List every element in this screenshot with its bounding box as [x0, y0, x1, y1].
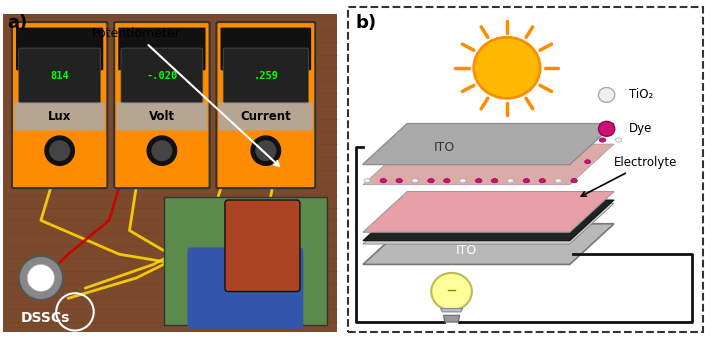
- Ellipse shape: [442, 160, 447, 164]
- Ellipse shape: [553, 160, 559, 164]
- FancyBboxPatch shape: [348, 7, 703, 332]
- Circle shape: [431, 273, 472, 310]
- Circle shape: [474, 37, 540, 98]
- FancyBboxPatch shape: [163, 197, 327, 325]
- Ellipse shape: [380, 179, 386, 183]
- Ellipse shape: [520, 138, 526, 142]
- Circle shape: [152, 141, 172, 160]
- Polygon shape: [363, 192, 614, 232]
- FancyBboxPatch shape: [18, 48, 101, 103]
- Text: TiO₂: TiO₂: [629, 88, 653, 101]
- Ellipse shape: [474, 160, 479, 164]
- Circle shape: [147, 136, 177, 165]
- Polygon shape: [363, 124, 614, 164]
- Ellipse shape: [472, 138, 479, 142]
- FancyBboxPatch shape: [14, 102, 105, 131]
- Ellipse shape: [396, 179, 403, 183]
- Ellipse shape: [539, 179, 545, 183]
- Ellipse shape: [555, 179, 562, 183]
- Circle shape: [256, 141, 275, 160]
- Ellipse shape: [459, 179, 466, 183]
- Ellipse shape: [537, 160, 543, 164]
- Ellipse shape: [394, 160, 400, 164]
- Ellipse shape: [456, 138, 463, 142]
- Polygon shape: [363, 124, 614, 164]
- Ellipse shape: [567, 138, 574, 142]
- Ellipse shape: [488, 138, 494, 142]
- Text: a): a): [7, 14, 27, 32]
- Ellipse shape: [491, 179, 498, 183]
- FancyBboxPatch shape: [16, 27, 103, 70]
- Ellipse shape: [440, 138, 447, 142]
- FancyBboxPatch shape: [121, 48, 203, 103]
- Text: Dye: Dye: [629, 122, 652, 135]
- FancyBboxPatch shape: [219, 102, 313, 131]
- Text: ITO: ITO: [456, 244, 477, 257]
- Ellipse shape: [584, 138, 590, 142]
- Text: .259: .259: [253, 71, 278, 81]
- Ellipse shape: [535, 138, 542, 142]
- FancyBboxPatch shape: [119, 27, 205, 70]
- Ellipse shape: [569, 160, 574, 164]
- Ellipse shape: [410, 160, 415, 164]
- Ellipse shape: [476, 179, 482, 183]
- Polygon shape: [440, 308, 463, 312]
- Text: Volt: Volt: [149, 110, 175, 123]
- Ellipse shape: [425, 138, 431, 142]
- Ellipse shape: [505, 160, 511, 164]
- Ellipse shape: [412, 179, 418, 183]
- Ellipse shape: [615, 138, 622, 142]
- Text: Current: Current: [241, 110, 291, 123]
- Ellipse shape: [427, 179, 435, 183]
- Ellipse shape: [364, 179, 371, 183]
- Text: 814: 814: [50, 71, 69, 81]
- FancyBboxPatch shape: [221, 27, 311, 70]
- Ellipse shape: [504, 138, 510, 142]
- Ellipse shape: [425, 160, 432, 164]
- Text: Potentiometer: Potentiometer: [92, 27, 279, 166]
- Text: ITO: ITO: [434, 141, 455, 154]
- FancyBboxPatch shape: [187, 247, 303, 329]
- Circle shape: [599, 121, 615, 136]
- Circle shape: [18, 256, 63, 300]
- Polygon shape: [4, 14, 337, 332]
- Polygon shape: [363, 144, 614, 185]
- FancyBboxPatch shape: [114, 22, 209, 188]
- Circle shape: [45, 136, 75, 165]
- FancyBboxPatch shape: [217, 22, 315, 188]
- Text: DSSCs: DSSCs: [21, 311, 70, 325]
- FancyBboxPatch shape: [116, 102, 207, 131]
- Ellipse shape: [584, 160, 591, 164]
- Ellipse shape: [408, 138, 415, 142]
- Ellipse shape: [444, 179, 450, 183]
- Circle shape: [50, 141, 70, 160]
- Text: 👤: 👤: [233, 243, 258, 285]
- Ellipse shape: [507, 179, 514, 183]
- Ellipse shape: [489, 160, 495, 164]
- Polygon shape: [363, 200, 614, 241]
- Ellipse shape: [523, 179, 530, 183]
- Text: b): b): [356, 14, 377, 32]
- FancyBboxPatch shape: [223, 48, 308, 103]
- Ellipse shape: [552, 138, 558, 142]
- Circle shape: [599, 87, 615, 102]
- Text: -.020: -.020: [146, 71, 178, 81]
- Text: Lux: Lux: [48, 110, 71, 123]
- FancyBboxPatch shape: [225, 200, 300, 292]
- Polygon shape: [363, 224, 614, 264]
- Text: Electrolyte: Electrolyte: [581, 156, 677, 196]
- Ellipse shape: [521, 160, 527, 164]
- Circle shape: [251, 136, 280, 165]
- Circle shape: [27, 264, 55, 292]
- Ellipse shape: [599, 138, 606, 142]
- Polygon shape: [363, 203, 614, 244]
- Polygon shape: [444, 315, 459, 322]
- Ellipse shape: [457, 160, 464, 164]
- Ellipse shape: [571, 179, 577, 183]
- FancyBboxPatch shape: [12, 22, 107, 188]
